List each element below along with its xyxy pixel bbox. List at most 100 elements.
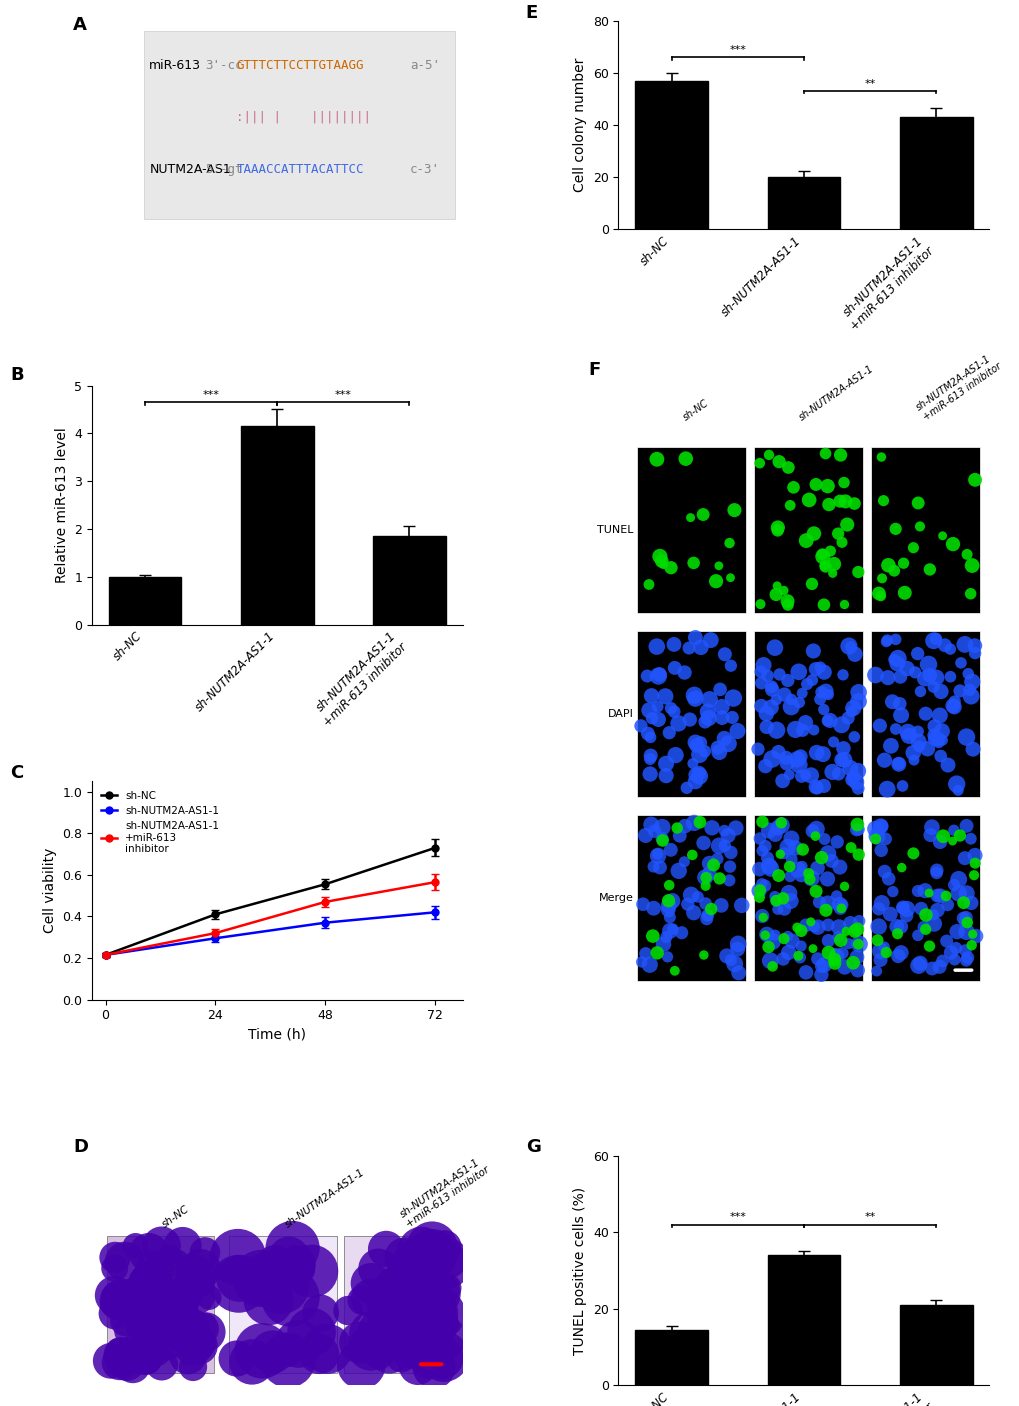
Point xyxy=(785,477,801,499)
Point xyxy=(792,920,808,942)
Point xyxy=(700,862,716,884)
Point xyxy=(921,824,937,846)
Point xyxy=(946,696,962,718)
Point xyxy=(193,1258,209,1281)
Point xyxy=(767,718,784,741)
Point xyxy=(797,711,813,734)
Point xyxy=(792,745,808,768)
Point xyxy=(179,1281,196,1303)
Point xyxy=(921,558,937,581)
Point xyxy=(201,1286,217,1309)
Point xyxy=(931,831,948,853)
Point xyxy=(899,721,915,744)
Point xyxy=(898,898,914,921)
Point xyxy=(132,1315,149,1337)
Bar xyxy=(240,426,313,624)
Text: sh-NUTM2A-AS1-1: sh-NUTM2A-AS1-1 xyxy=(797,363,875,422)
Point xyxy=(934,825,951,848)
Text: D: D xyxy=(73,1137,89,1156)
Point xyxy=(792,935,808,957)
Point xyxy=(777,747,794,769)
Point xyxy=(662,838,679,860)
Point xyxy=(244,1351,260,1374)
Point xyxy=(106,1257,122,1279)
Point xyxy=(681,709,697,731)
Point xyxy=(651,856,667,879)
Point xyxy=(803,868,819,890)
Point xyxy=(657,752,674,775)
Point xyxy=(119,1288,136,1310)
Text: B: B xyxy=(10,367,23,384)
Point xyxy=(715,727,732,749)
Point xyxy=(641,953,657,976)
Point xyxy=(797,962,813,984)
Point xyxy=(642,813,658,835)
Point xyxy=(867,828,883,851)
Point xyxy=(363,1272,379,1295)
Point xyxy=(938,894,955,917)
Point xyxy=(781,882,797,904)
Point xyxy=(818,475,835,498)
Point xyxy=(133,1294,150,1316)
Point xyxy=(846,492,862,515)
Point xyxy=(930,956,947,979)
Point xyxy=(868,960,884,983)
Point xyxy=(846,643,862,665)
Point xyxy=(154,1353,170,1375)
Point xyxy=(843,769,859,792)
Point xyxy=(756,875,772,897)
Point xyxy=(730,932,746,955)
Point xyxy=(780,941,796,963)
Point xyxy=(141,1241,157,1264)
Point xyxy=(834,664,850,686)
Point xyxy=(691,765,707,787)
Point xyxy=(439,1277,455,1299)
Point xyxy=(846,920,862,942)
Text: Merge: Merge xyxy=(598,893,633,903)
Point xyxy=(835,471,851,494)
Point xyxy=(842,912,858,935)
Point xyxy=(165,1282,181,1305)
Point xyxy=(794,838,810,860)
Point xyxy=(111,1286,127,1309)
Point xyxy=(230,1272,247,1295)
Point xyxy=(781,855,797,877)
Point xyxy=(716,834,733,856)
Point xyxy=(685,901,701,924)
Point xyxy=(661,920,678,942)
Point xyxy=(378,1237,394,1260)
Point xyxy=(845,697,861,720)
Point xyxy=(931,884,948,907)
Point xyxy=(166,1254,182,1277)
Point xyxy=(193,1272,209,1295)
Text: sh-NC: sh-NC xyxy=(160,1204,192,1229)
Y-axis label: TUNEL positive cells (%): TUNEL positive cells (%) xyxy=(573,1187,587,1354)
Point xyxy=(408,1258,424,1281)
Point xyxy=(727,817,743,839)
Point xyxy=(673,921,689,943)
Point xyxy=(661,905,678,928)
Point xyxy=(163,1295,179,1317)
Point xyxy=(687,731,703,754)
Point xyxy=(958,543,974,565)
Text: TUNEL: TUNEL xyxy=(596,524,633,534)
Point xyxy=(687,770,703,793)
Point xyxy=(937,929,954,952)
Point xyxy=(679,893,695,915)
Legend: sh-NC, sh-NUTM2A-AS1-1, sh-NUTM2A-AS1-1
+miR-613
inhibitor: sh-NC, sh-NUTM2A-AS1-1, sh-NUTM2A-AS1-1 … xyxy=(97,786,223,859)
Bar xyxy=(753,815,862,981)
Point xyxy=(833,714,849,737)
Point xyxy=(137,1347,153,1369)
Point xyxy=(730,962,746,984)
Point xyxy=(691,811,707,834)
Point xyxy=(801,868,817,890)
Text: ***: *** xyxy=(203,389,219,399)
Point xyxy=(702,628,718,651)
Point xyxy=(228,1347,245,1369)
Point xyxy=(769,741,786,763)
Point xyxy=(713,696,730,718)
Point xyxy=(821,540,838,562)
Point xyxy=(966,468,982,491)
Point xyxy=(779,669,795,692)
Point xyxy=(303,1320,319,1343)
